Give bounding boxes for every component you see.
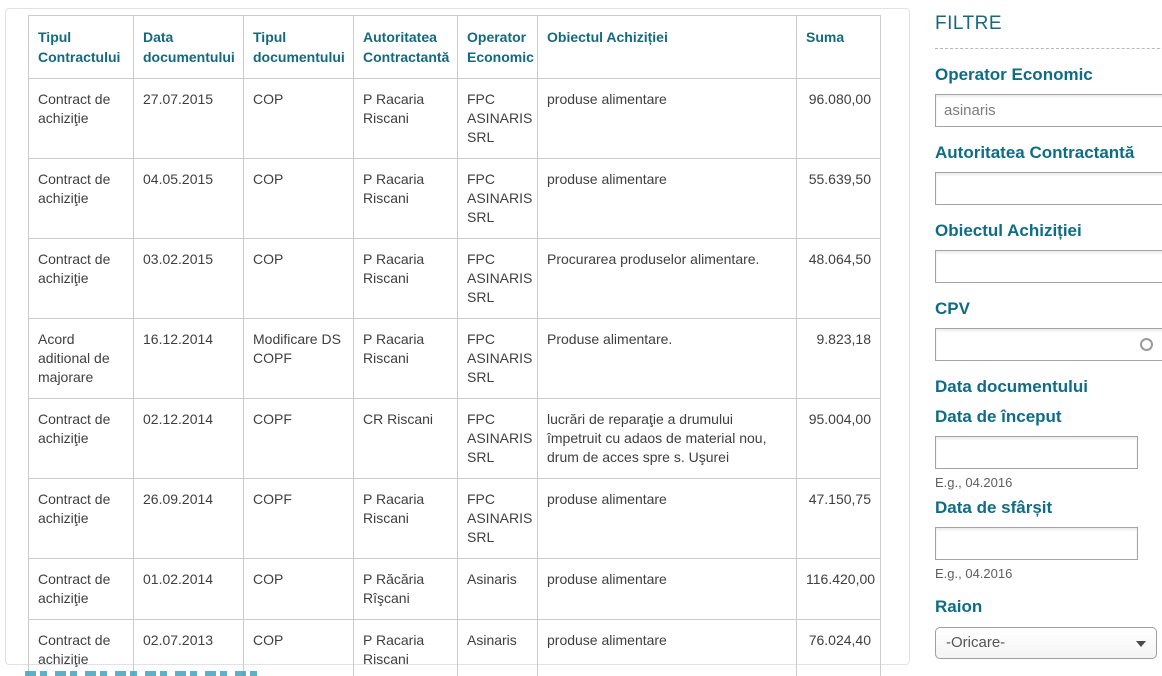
- table-row: Contract de achiziţie 26.09.2014 COPF P Rac…: [28, 478, 881, 559]
- table-row: Contract de achiziţie 01.02.2014 COP P Răcă…: [28, 558, 881, 620]
- table-cell: 02.07.2013: [133, 619, 244, 676]
- cpv-input[interactable]: [935, 328, 1162, 361]
- data-inceput-input[interactable]: [935, 436, 1138, 469]
- table-cell: Modificare DS COPF: [243, 318, 354, 399]
- table-cell: 47.150,75: [796, 478, 881, 559]
- column-header: Tipul documentului: [243, 15, 354, 79]
- table-cell: P Racaria Riscani: [353, 318, 458, 399]
- autoritatea-contractanta-input[interactable]: [935, 172, 1162, 205]
- table-cell: Produse alimentare.: [537, 318, 797, 399]
- cpv-label: CPV: [935, 299, 970, 318]
- table-cell: 48.064,50: [796, 238, 881, 319]
- results-panel: Tipul Contractului Data documentului Tipul…: [5, 8, 910, 676]
- table-cell: P Racaria Riscani: [353, 478, 458, 559]
- table-cell: produse alimentare: [537, 478, 797, 559]
- table-cell: 27.07.2015: [133, 78, 244, 159]
- table-cell: COP: [243, 78, 354, 159]
- autocomplete-spinner-icon: [1140, 338, 1153, 351]
- autoritatea-contractanta-label: Autoritatea Contractantă: [935, 143, 1135, 162]
- table-cell: 76.024,40: [796, 619, 881, 676]
- table-cell: Contract de achiziţie: [28, 158, 134, 239]
- table-cell: produse alimentare: [537, 78, 797, 159]
- table-cell: COP: [243, 158, 354, 239]
- raion-selected-value: -Oricare-: [946, 634, 1006, 651]
- divider: [935, 48, 1162, 49]
- table-row: Contract de achiziţie 27.07.2015 COP P Raca…: [28, 78, 881, 159]
- table-cell: 02.12.2014: [133, 398, 244, 479]
- table-cell: Contract de achiziţie: [28, 619, 134, 676]
- obiectul-achizitiei-label: Obiectul Achiziției: [935, 221, 1082, 240]
- operator-economic-input[interactable]: [935, 94, 1162, 127]
- table-cell: 03.02.2015: [133, 238, 244, 319]
- raion-select[interactable]: -Oricare-: [935, 627, 1157, 659]
- table-cell: Acord aditional de majorare: [28, 318, 134, 399]
- table-cell: FPC ASINARIS SRL: [457, 398, 538, 479]
- table-row: Contract de achiziţie 04.05.2015 COP P Raca…: [28, 158, 881, 239]
- table-cell: Contract de achiziţie: [28, 558, 134, 620]
- table-cell: 96.080,00: [796, 78, 881, 159]
- table-cell: FPC ASINARIS SRL: [457, 238, 538, 319]
- table-cell: FPC ASINARIS SRL: [457, 318, 538, 399]
- table-row: Contract de achiziţie 02.07.2013 COP P Raca…: [28, 619, 881, 676]
- table-cell: produse alimentare: [537, 619, 797, 676]
- table-cell: Contract de achiziţie: [28, 478, 134, 559]
- filters-title: FILTRE: [935, 13, 1003, 34]
- table-cell: produse alimentare: [537, 558, 797, 620]
- table-cell: 26.09.2014: [133, 478, 244, 559]
- table-cell: FPC ASINARIS SRL: [457, 478, 538, 559]
- clipped-text-fragment: [25, 671, 263, 676]
- raion-label: Raion: [935, 597, 983, 616]
- table-row: Contract de achiziţie 03.02.2015 COP P Raca…: [28, 238, 881, 319]
- data-sfarsit-hint: E.g., 04.2016: [935, 566, 1013, 581]
- table-cell: P Racaria Riscani: [353, 78, 458, 159]
- chevron-down-icon: [1136, 641, 1146, 647]
- table-cell: COPF: [243, 478, 354, 559]
- data-inceput-hint: E.g., 04.2016: [935, 475, 1013, 490]
- table-cell: produse alimentare: [537, 158, 797, 239]
- table-cell: 16.12.2014: [133, 318, 244, 399]
- column-header: Operator Economic: [457, 15, 538, 79]
- table-cell: 01.02.2014: [133, 558, 244, 620]
- table-cell: FPC ASINARIS SRL: [457, 78, 538, 159]
- contracts-table: Tipul Contractului Data documentului Tipul…: [28, 15, 881, 676]
- table-cell: Contract de achiziţie: [28, 398, 134, 479]
- data-inceput-label: Data de început: [935, 407, 1062, 426]
- table-cell: CR Riscani: [353, 398, 458, 479]
- table-cell: Contract de achiziţie: [28, 238, 134, 319]
- table-cell: COP: [243, 619, 354, 676]
- table-cell: P Răcăria Rîşcani: [353, 558, 458, 620]
- table-cell: Contract de achiziţie: [28, 78, 134, 159]
- table-cell: Asinaris: [457, 619, 538, 676]
- table-cell: Asinaris: [457, 558, 538, 620]
- table-row: Acord aditional de majorare 16.12.2014 Mod…: [28, 318, 881, 399]
- table-cell: P Racaria Riscani: [353, 619, 458, 676]
- column-header: Suma: [796, 15, 881, 79]
- table-cell: 55.639,50: [796, 158, 881, 239]
- table-cell: P Racaria Riscani: [353, 238, 458, 319]
- table-cell: 04.05.2015: [133, 158, 244, 239]
- obiectul-achizitiei-input[interactable]: [935, 250, 1162, 283]
- table-cell: COPF: [243, 398, 354, 479]
- table-cell: 116.420,00: [796, 558, 881, 620]
- column-header: Obiectul Achiziției: [537, 15, 797, 79]
- table-cell: lucrări de reparaţie a drumului împetrui…: [537, 398, 797, 479]
- data-sfarsit-input[interactable]: [935, 527, 1138, 560]
- table-cell: COP: [243, 238, 354, 319]
- data-sfarsit-label: Data de sfârșit: [935, 498, 1053, 517]
- filters-sidebar: FILTRE Operator Economic Autoritatea Con…: [935, 0, 1162, 676]
- data-documentului-label: Data documentului: [935, 377, 1089, 396]
- table-row: Contract de achiziţie 02.12.2014 COPF CR Ri…: [28, 398, 881, 479]
- table-cell: COP: [243, 558, 354, 620]
- operator-economic-label: Operator Economic: [935, 65, 1093, 84]
- table-cell: FPC ASINARIS SRL: [457, 158, 538, 239]
- column-header: Tipul Contractului: [28, 15, 134, 79]
- column-header: Autoritatea Contractantă: [353, 15, 458, 79]
- table-header: Tipul Contractului Data documentului Tipul…: [28, 15, 881, 79]
- table-cell: Procurarea produselor alimentare.: [537, 238, 797, 319]
- table-cell: 95.004,00: [796, 398, 881, 479]
- column-header: Data documentului: [133, 15, 244, 79]
- table-cell: P Racaria Riscani: [353, 158, 458, 239]
- table-cell: 9.823,18: [796, 318, 881, 399]
